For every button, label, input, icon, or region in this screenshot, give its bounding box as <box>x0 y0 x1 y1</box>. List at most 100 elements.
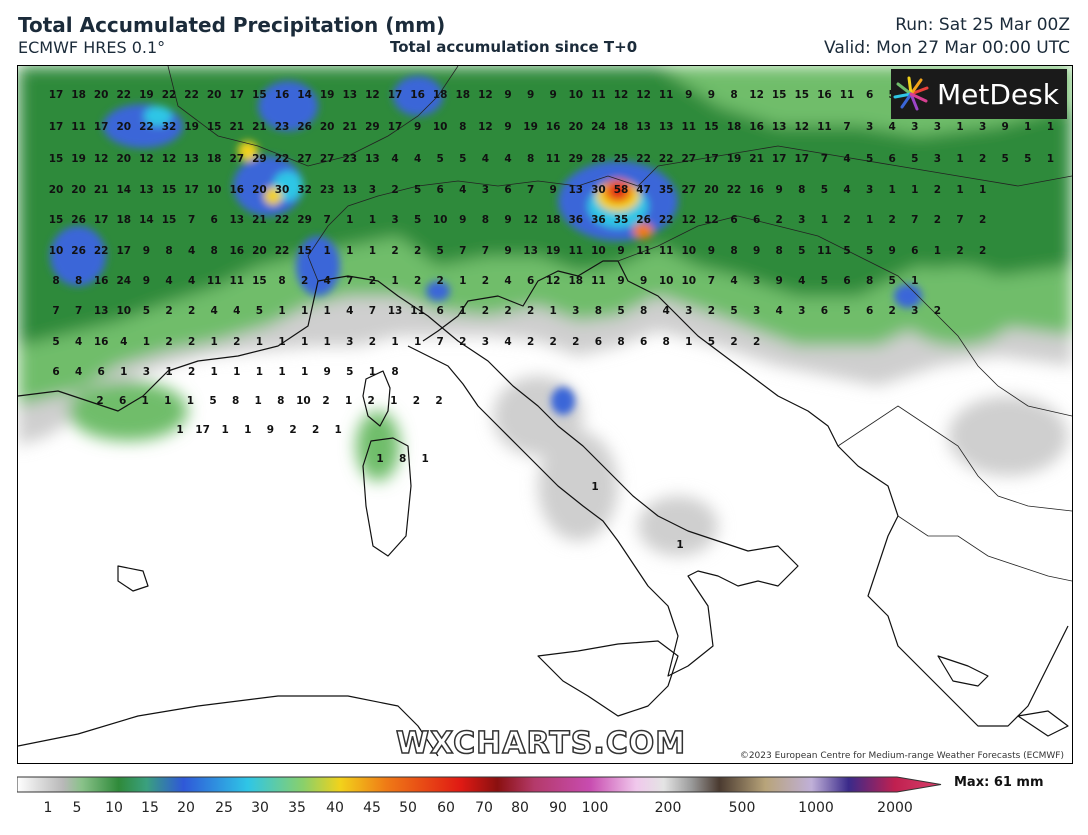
precip-value-label: 2 <box>165 305 172 317</box>
precip-value-label: 22 <box>139 121 154 133</box>
precip-value-label: 1 <box>866 214 873 226</box>
precip-value-label: 2 <box>527 305 534 317</box>
precip-value-label: 1 <box>324 305 331 317</box>
precip-value-label: 3 <box>572 305 579 317</box>
precip-value-label: 6 <box>52 366 59 378</box>
precip-value-label: 10 <box>681 275 696 287</box>
precip-value-label: 7 <box>708 275 715 287</box>
precip-value-label: 10 <box>49 245 64 257</box>
precip-value-label: 9 <box>776 184 783 196</box>
precip-value-label: 9 <box>143 245 150 257</box>
precip-value-label: 22 <box>275 153 290 165</box>
precip-value-label: 21 <box>252 121 267 133</box>
precip-value-label: 12 <box>478 89 493 101</box>
precip-value-label: 2 <box>289 424 296 436</box>
precip-value-label: 9 <box>550 89 557 101</box>
precip-value-label: 4 <box>843 184 850 196</box>
precip-value-label: 6 <box>595 336 602 348</box>
precip-value-label: 12 <box>94 153 109 165</box>
precip-value-label: 20 <box>71 184 86 196</box>
precip-value-label: 20 <box>568 121 583 133</box>
precip-value-label: 22 <box>275 214 290 226</box>
precip-value-label: 17 <box>704 153 719 165</box>
precip-value-label: 22 <box>659 214 674 226</box>
precip-value-label: 6 <box>527 275 534 287</box>
precip-value-label: 4 <box>188 245 195 257</box>
precip-value-label: 5 <box>821 275 828 287</box>
colorbar-tick-label: 60 <box>437 800 455 816</box>
precip-value-label: 19 <box>727 153 742 165</box>
precip-value-label: 8 <box>482 214 489 226</box>
precip-value-label: 5 <box>798 245 805 257</box>
precip-value-label: 8 <box>730 89 737 101</box>
precip-value-label: 1 <box>222 424 229 436</box>
precip-value-label: 24 <box>116 275 131 287</box>
precip-value-label: 1 <box>1047 153 1054 165</box>
precip-value-label: 21 <box>342 121 357 133</box>
precip-value-label: 16 <box>275 89 290 101</box>
precip-value-label: 12 <box>704 214 719 226</box>
precip-value-label: 19 <box>139 89 154 101</box>
precip-value-label: 4 <box>120 336 127 348</box>
precip-value-label: 9 <box>527 89 534 101</box>
precip-value-label: 2 <box>572 336 579 348</box>
precip-value-label: 36 <box>591 214 606 226</box>
precip-value-label: 5 <box>414 214 421 226</box>
ecmwf-copyright: ©2023 European Centre for Medium-range W… <box>739 751 1064 761</box>
precip-value-label: 16 <box>546 121 561 133</box>
precip-value-label: 18 <box>455 89 470 101</box>
precip-value-label: 10 <box>591 245 606 257</box>
precip-value-label: 6 <box>889 153 896 165</box>
precip-value-label: 47 <box>636 184 651 196</box>
precip-value-label: 9 <box>550 184 557 196</box>
precip-value-label: 8 <box>617 336 624 348</box>
precip-value-label: 1 <box>369 366 376 378</box>
precip-value-label: 16 <box>94 275 109 287</box>
precip-value-label: 18 <box>614 121 629 133</box>
precip-value-label: 1 <box>459 275 466 287</box>
precip-value-label: 9 <box>459 214 466 226</box>
precip-value-label: 1 <box>376 453 383 465</box>
precip-value-label: 2 <box>979 153 986 165</box>
precip-value-label: 2 <box>482 275 489 287</box>
precip-value-label: 4 <box>504 275 511 287</box>
colorbar-tick-label: 15 <box>141 800 159 816</box>
precip-value-label: 20 <box>207 89 222 101</box>
precip-value-label: 32 <box>297 184 312 196</box>
precip-value-label: 16 <box>94 336 109 348</box>
precip-value-label: 35 <box>614 214 629 226</box>
precip-value-label: 6 <box>843 275 850 287</box>
precip-value-label: 4 <box>482 153 489 165</box>
precip-value-label: 22 <box>94 245 109 257</box>
precip-value-label: 20 <box>704 184 719 196</box>
colorbar-tick-label: 1 <box>43 800 53 816</box>
precip-value-label: 1 <box>459 305 466 317</box>
precip-value-label: 8 <box>75 275 82 287</box>
precip-value-label: 22 <box>184 89 199 101</box>
precip-value-label: 8 <box>663 336 670 348</box>
precip-value-label: 26 <box>71 214 86 226</box>
precip-value-label: 17 <box>772 153 787 165</box>
precip-value-label: 6 <box>640 336 647 348</box>
precip-value-label: 21 <box>252 214 267 226</box>
precip-value-label: 10 <box>433 121 448 133</box>
precip-value-label: 7 <box>843 121 850 133</box>
precip-value-label: 2 <box>322 395 329 407</box>
precip-value-label: 8 <box>52 275 59 287</box>
precip-value-label: 5 <box>437 245 444 257</box>
precip-value-label: 9 <box>889 245 896 257</box>
precip-value-label: 29 <box>252 153 267 165</box>
precip-value-label: 12 <box>546 275 561 287</box>
precip-value-label: 2 <box>730 336 737 348</box>
precip-value-label: 16 <box>749 184 764 196</box>
precip-value-label: 2 <box>233 336 240 348</box>
precip-value-label: 28 <box>591 153 606 165</box>
precip-value-label: 17 <box>49 89 64 101</box>
precip-value-label: 9 <box>267 424 274 436</box>
precip-value-label: 5 <box>843 245 850 257</box>
precip-value-label: 19 <box>71 153 86 165</box>
precip-value-label: 4 <box>504 153 511 165</box>
precip-value-label: 11 <box>229 275 244 287</box>
precip-value-label: 2 <box>843 214 850 226</box>
precip-value-label: 10 <box>433 214 448 226</box>
